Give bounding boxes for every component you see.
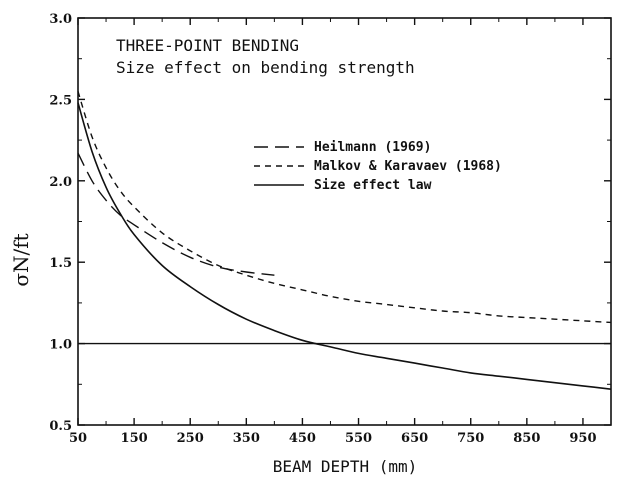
plot-frame <box>77 17 612 426</box>
x-tick-label: 150 <box>121 431 148 446</box>
legend-label-1: Malkov & Karavaev (1968) <box>314 159 502 174</box>
x-tick-label: 250 <box>177 431 204 446</box>
legend-label-0: Heilmann (1969) <box>314 140 431 155</box>
y-tick-label: 2.5 <box>49 93 72 108</box>
chart-subtitle: Size effect on bending strength <box>116 58 415 77</box>
series-line-2 <box>77 102 612 390</box>
y-axis-title: σN/ft <box>9 233 33 286</box>
y-tick-label: 2.0 <box>49 175 72 190</box>
series-line-0 <box>77 152 275 276</box>
y-tick-label: 0.5 <box>49 419 72 434</box>
x-tick-label: 650 <box>401 431 428 446</box>
legend: Heilmann (1969) Malkov & Karavaev (1968) S… <box>254 140 502 193</box>
chart-title: THREE-POINT BENDING <box>116 36 299 55</box>
y-tick-label: 3.0 <box>49 12 72 27</box>
x-tick-label: 450 <box>289 431 316 446</box>
x-tick-label: 750 <box>457 431 484 446</box>
legend-label-2: Size effect law <box>314 178 432 193</box>
plot-area: 50 150 250 350 450 550 650 750 850 950 0.5 1.0 1.5 2.… <box>49 12 612 446</box>
x-tick-label: 950 <box>569 431 596 446</box>
y-tick-label: 1.0 <box>49 338 72 353</box>
x-tick-label: 550 <box>345 431 372 446</box>
x-axis-title: BEAM DEPTH (mm) <box>273 457 418 476</box>
x-tick-label: 50 <box>69 431 87 446</box>
y-tick-label: 1.5 <box>49 256 72 271</box>
x-tick-label: 850 <box>513 431 540 446</box>
series-line-1 <box>77 91 612 324</box>
x-tick-label: 350 <box>233 431 260 446</box>
